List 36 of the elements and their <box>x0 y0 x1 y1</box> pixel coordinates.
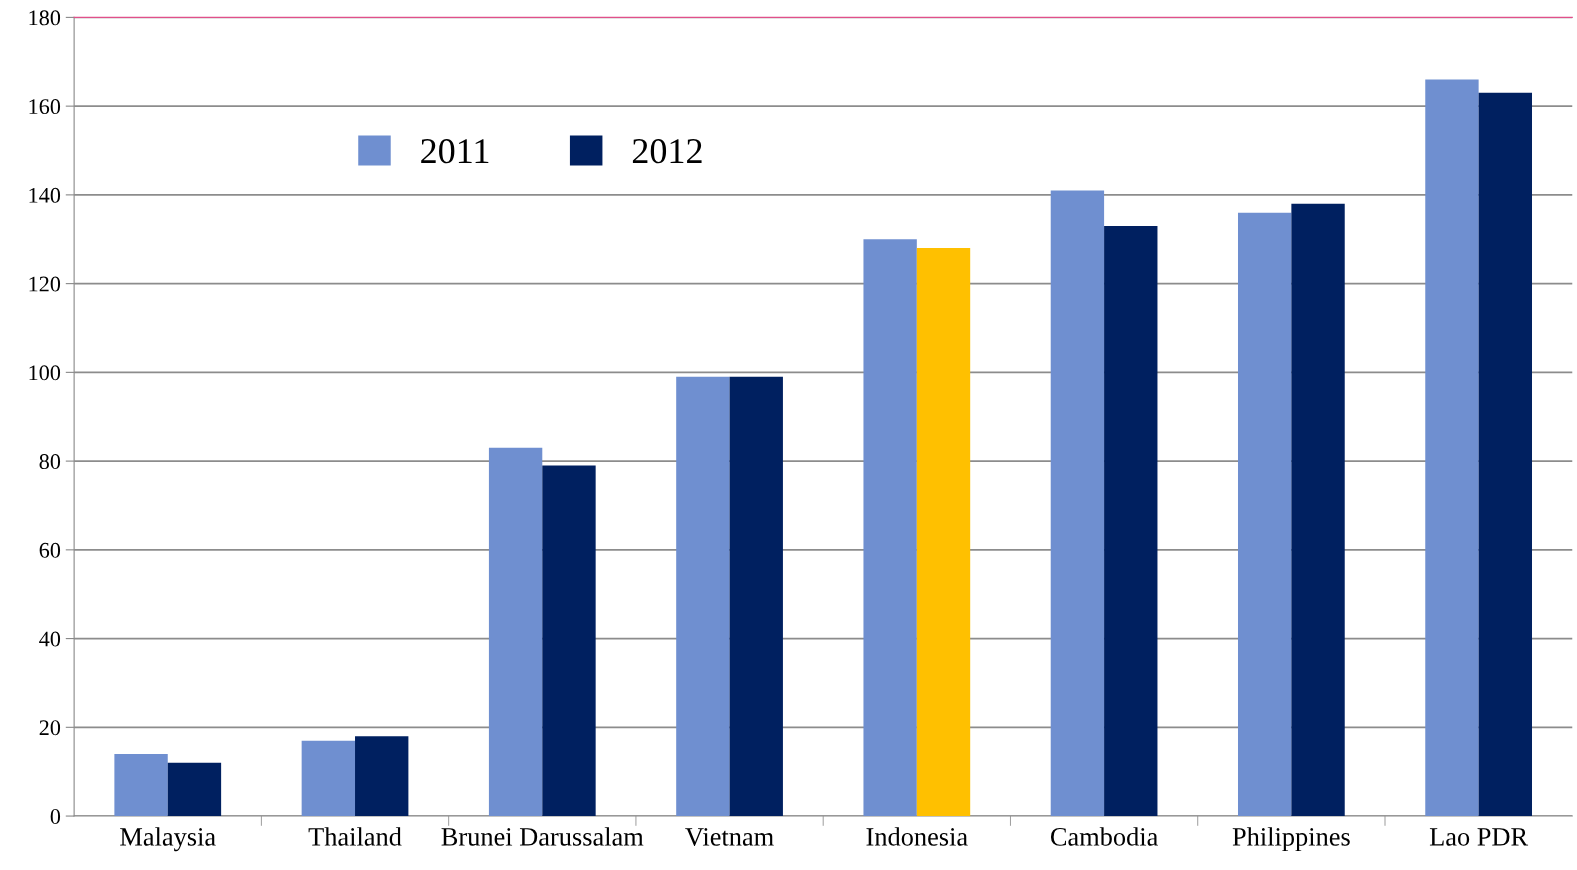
legend-label: 2012 <box>632 138 702 164</box>
y-tick-label: 20 <box>39 720 61 736</box>
bar <box>916 248 971 817</box>
x-tick-label: Thailand <box>308 827 402 846</box>
bar <box>1425 79 1479 817</box>
legend-label: 2011 <box>421 138 489 164</box>
bar <box>1237 212 1292 817</box>
bar <box>301 740 356 817</box>
x-tick-label: Malaysia <box>120 827 216 852</box>
x-tick-label: Vietnam <box>685 828 774 846</box>
bar <box>355 736 409 817</box>
x-tick-label: Lao PDR <box>1429 828 1529 846</box>
y-tick-label: 180 <box>29 10 61 26</box>
y-tick-label: 40 <box>39 631 61 647</box>
y-tick-label: 80 <box>39 454 61 470</box>
x-tick-label: Brunei Darussalam <box>441 827 644 846</box>
y-tick-label: 160 <box>29 99 61 115</box>
y-tick-label: 140 <box>29 187 61 203</box>
bar <box>542 465 596 817</box>
bar <box>167 762 222 817</box>
x-tick-label: Indonesia <box>866 827 968 846</box>
x-tick-label: Philippines <box>1232 827 1350 852</box>
y-tick-label: 100 <box>29 365 61 381</box>
y-tick-label: 60 <box>39 542 61 558</box>
bar <box>1050 190 1105 817</box>
y-tick-label: 0 <box>50 808 61 824</box>
bar <box>114 753 168 817</box>
bar <box>729 376 783 817</box>
bar <box>1291 203 1345 817</box>
bar <box>676 376 730 817</box>
x-tick-label: Cambodia <box>1050 827 1158 846</box>
bar <box>1104 225 1158 817</box>
bar <box>863 239 917 817</box>
bar <box>1478 92 1533 817</box>
y-tick-label: 120 <box>29 276 61 292</box>
bar <box>488 447 543 817</box>
